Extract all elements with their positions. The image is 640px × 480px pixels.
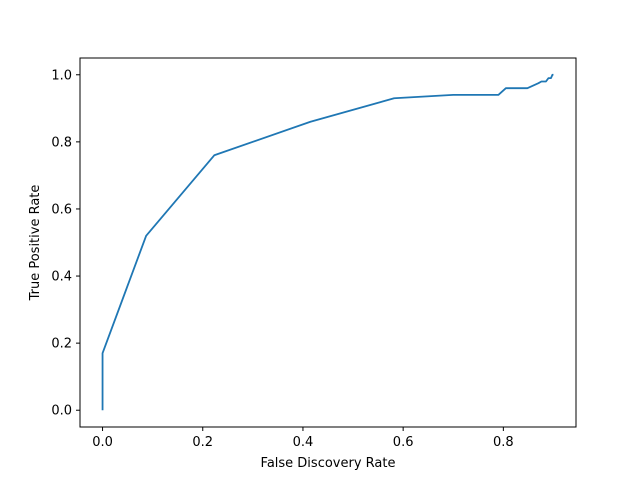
y-tick-label: 1.0 xyxy=(51,68,72,83)
x-tick-label: 0.0 xyxy=(92,435,113,450)
y-tick-label: 0.2 xyxy=(51,337,72,352)
y-axis-label: True Positive Rate xyxy=(28,185,43,302)
axes-frame xyxy=(79,57,577,428)
x-tick-label: 0.2 xyxy=(192,435,213,450)
y-tick-label: 0.0 xyxy=(51,404,72,419)
roc-series-line xyxy=(101,73,554,411)
plot-area xyxy=(101,73,554,411)
axis-ticks: 0.0 0.2 0.4 0.6 0.8 0.0 0.2 0.4 0.6 0.8 1.0 xyxy=(51,68,513,450)
y-tick-label: 0.4 xyxy=(51,270,72,285)
x-tick-label: 0.6 xyxy=(393,435,414,450)
x-tick-label: 0.4 xyxy=(293,435,314,450)
x-tick-label: 0.8 xyxy=(493,435,514,450)
y-tick-label: 0.8 xyxy=(51,135,72,150)
y-tick-label: 0.6 xyxy=(51,202,72,217)
x-axis-label: False Discovery Rate xyxy=(261,456,396,471)
